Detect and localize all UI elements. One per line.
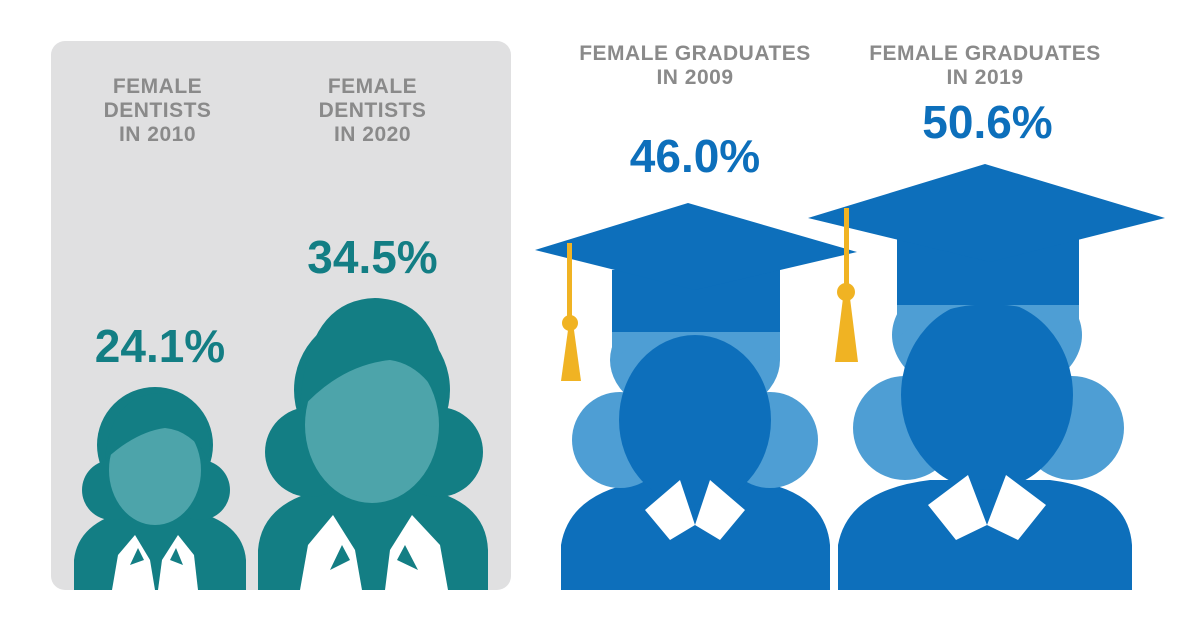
value-label: 34.5%: [307, 231, 438, 283]
value-label: 50.6%: [922, 96, 1053, 148]
category-label: FEMALE GRADUATES IN 2019: [869, 42, 1101, 89]
value-label: 24.1%: [94, 320, 226, 372]
category-label: FEMALE GRADUATES IN 2009: [579, 42, 811, 89]
value-label: 46.0%: [629, 130, 761, 182]
category-label: FEMALE DENTISTS IN 2010: [103, 75, 212, 146]
female-graduate-icon: [808, 164, 1165, 590]
female-graduate-icon: [535, 203, 857, 590]
female-dentist-icon: [74, 387, 246, 590]
category-label: FEMALE DENTISTS IN 2020: [318, 75, 427, 146]
female-dentist-icon: [258, 298, 488, 590]
